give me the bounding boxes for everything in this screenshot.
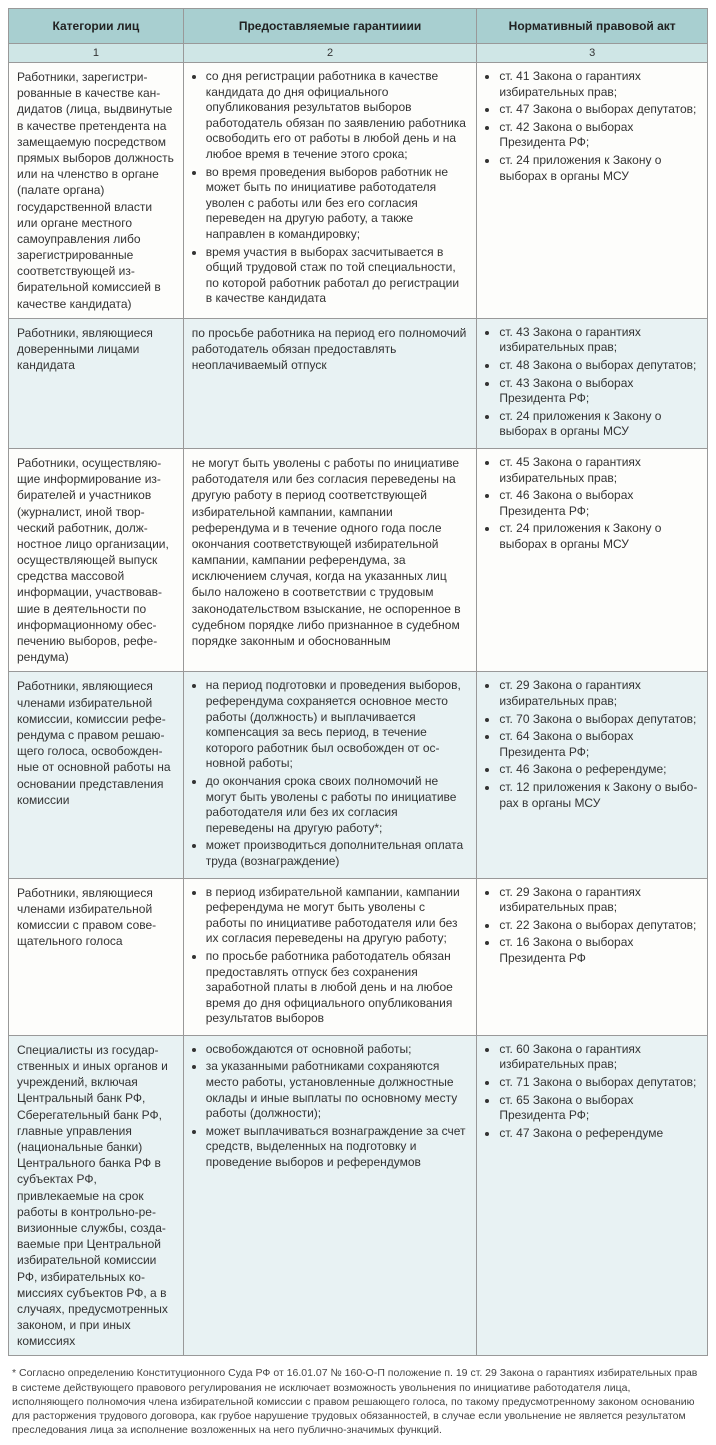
list-item: ст. 16 Закона о выборах Президента РФ — [499, 935, 699, 966]
list-item: во время проведения выборов работник не … — [206, 165, 469, 243]
list-item: ст. 47 Закона о референдуме — [499, 1126, 699, 1142]
list-item: ст. 12 приложения к Закону о выбо­рах в … — [499, 780, 699, 811]
cell-guarantees: по просьбе работника на период его полно… — [183, 318, 477, 448]
list-item: за указанными работниками сохраняются ме… — [206, 1059, 469, 1121]
list-item: ст. 29 Закона о гарантиях избиратель­ных… — [499, 678, 699, 709]
list-item: время участия в выборах засчитывается в … — [206, 245, 469, 307]
cell-law: ст. 41 Закона о гарантиях избиратель­ных… — [477, 63, 708, 319]
list-item: освобождаются от основной работы; — [206, 1042, 469, 1058]
footnote: * Согласно определению Конституционного … — [8, 1366, 708, 1437]
table-row: Работники, являющиеся членами избиратель… — [9, 878, 708, 1035]
cell-category: Работники, являющие­ся доверенными лицам… — [9, 318, 184, 448]
cell-law: ст. 60 Закона о гарантиях избиратель­ных… — [477, 1035, 708, 1356]
guarantees-table: Категории лиц Предоставляемые гарантииии… — [8, 8, 708, 1356]
list-item: ст. 71 Закона о выборах депутатов; — [499, 1075, 699, 1091]
cell-law: ст. 29 Закона о гарантиях избиратель­ных… — [477, 672, 708, 878]
list-item: ст. 45 Закона о гарантиях избиратель­ных… — [499, 455, 699, 486]
list-item: со дня регистрации работника в качестве … — [206, 69, 469, 163]
list-item: ст. 42 Закона о выборах Президента РФ; — [499, 120, 699, 151]
list-item: может выплачиваться вознаграждение за сч… — [206, 1124, 469, 1171]
list-item: ст. 47 Закона о выборах депутатов; — [499, 102, 699, 118]
cell-guarantees: освобождаются от основной работы;за указ… — [183, 1035, 477, 1356]
list-item: ст. 70 Закона о выборах депутатов; — [499, 712, 699, 728]
list-item: ст. 24 приложения к Закону о выборах в о… — [499, 409, 699, 440]
list-item: по просьбе работника работодатель обязан… — [206, 949, 469, 1027]
cell-law: ст. 29 Закона о гарантиях избиратель­ных… — [477, 878, 708, 1035]
list-item: ст. 43 Закона о выборах Президента РФ; — [499, 376, 699, 407]
cell-category: Работники, осуществляю­щие информировани… — [9, 448, 184, 671]
list-item: в период избирательной кампании, кампани… — [206, 885, 469, 947]
list-item: ст. 46 Закона о референдуме; — [499, 762, 699, 778]
list-item: ст. 65 Закона о выборах Президента РФ; — [499, 1093, 699, 1124]
list-item: ст. 24 приложения к Закону о выборах в о… — [499, 521, 699, 552]
table-row: Работники, являющиеся членами избиратель… — [9, 672, 708, 878]
th-guarantees: Предоставляемые гарантииии — [183, 9, 477, 44]
cell-guarantees: не могут быть уволены с работы по инициа… — [183, 448, 477, 671]
colnum-3: 3 — [477, 44, 708, 63]
th-law: Нормативный правовой акт — [477, 9, 708, 44]
colnum-1: 1 — [9, 44, 184, 63]
list-item: ст. 24 приложения к Закону о выборах в о… — [499, 153, 699, 184]
list-item: ст. 48 Закона о выборах депутатов; — [499, 358, 699, 374]
cell-category: Работники, зарегистри­рованные в качеств… — [9, 63, 184, 319]
list-item: на период подготовки и проведения выборо… — [206, 678, 469, 772]
colnum-2: 2 — [183, 44, 477, 63]
cell-law: ст. 43 Закона о гарантиях избиратель­ных… — [477, 318, 708, 448]
list-item: ст. 22 Закона о выборах депутатов; — [499, 918, 699, 934]
cell-guarantees: на период подготовки и проведения выборо… — [183, 672, 477, 878]
table-row: Работники, являющие­ся доверенными лицам… — [9, 318, 708, 448]
list-item: ст. 60 Закона о гарантиях избиратель­ных… — [499, 1042, 699, 1073]
th-category: Категории лиц — [9, 9, 184, 44]
list-item: ст. 43 Закона о гарантиях избиратель­ных… — [499, 325, 699, 356]
cell-law: ст. 45 Закона о гарантиях избиратель­ных… — [477, 448, 708, 671]
cell-category: Работники, являющиеся членами избиратель… — [9, 878, 184, 1035]
cell-guarantees: со дня регистрации работника в качестве … — [183, 63, 477, 319]
list-item: ст. 64 Закона о выборах Президента РФ; — [499, 729, 699, 760]
cell-category: Специалисты из государ­ственных и иных о… — [9, 1035, 184, 1356]
table-row: Работники, зарегистри­рованные в качеств… — [9, 63, 708, 319]
list-item: ст. 41 Закона о гарантиях избиратель­ных… — [499, 69, 699, 100]
list-item: ст. 46 Закона о выборах Президента РФ; — [499, 488, 699, 519]
table-row: Работники, осуществляю­щие информировани… — [9, 448, 708, 671]
list-item: ст. 29 Закона о гарантиях избиратель­ных… — [499, 885, 699, 916]
list-item: может производиться дополнительная оплат… — [206, 838, 469, 869]
table-row: Специалисты из государ­ственных и иных о… — [9, 1035, 708, 1356]
cell-guarantees: в период избирательной кампании, кампани… — [183, 878, 477, 1035]
list-item: до окончания срока своих полномочий не м… — [206, 774, 469, 836]
cell-category: Работники, являющиеся членами избиратель… — [9, 672, 184, 878]
